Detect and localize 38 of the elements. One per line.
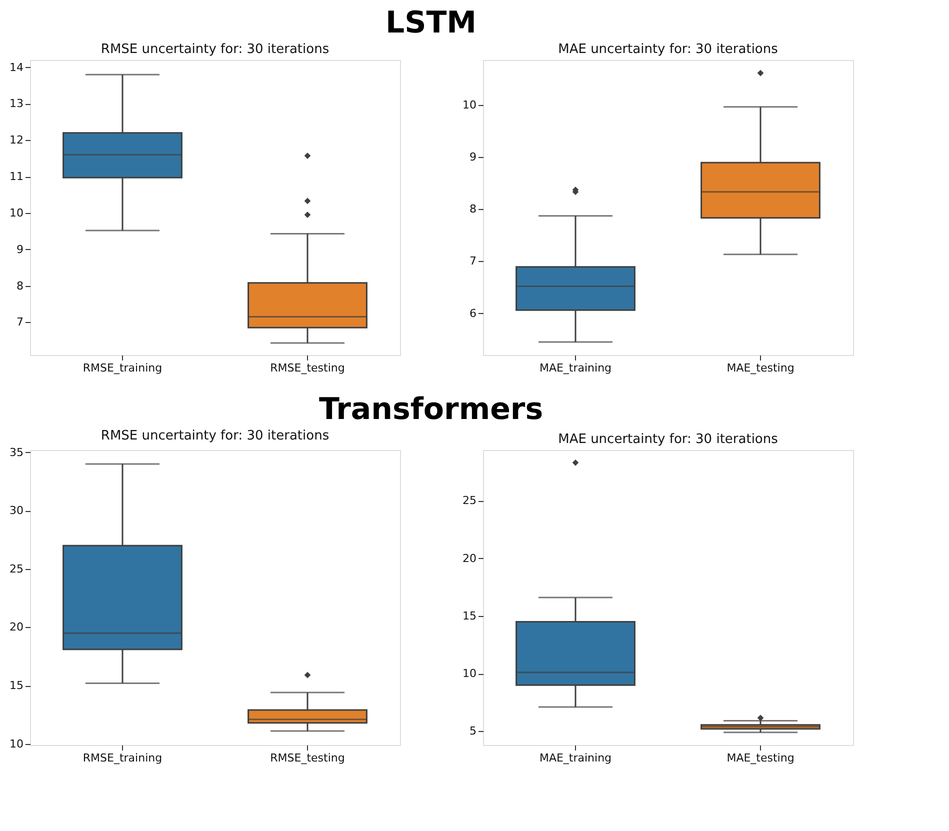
y-tick-label: 12 [10,134,24,147]
y-tick-label: 25 [462,494,476,508]
x-tick-label: MAE_training [539,362,612,374]
y-tick-label: 10 [10,206,24,220]
x-tick-label: RMSE_training [82,752,162,764]
x-tick-label: MAE_training [539,752,612,764]
chart-title: MAE uncertainty for: 30 iterations [558,42,778,57]
chart-title: RMSE uncertainty for: 30 iterations [100,42,330,57]
y-tick-label: 8 [470,202,476,216]
y-tick-label: 10 [462,98,476,112]
chart-title: MAE uncertainty for: 30 iterations [558,432,778,447]
chart-title: RMSE uncertainty for: 30 iterations [100,428,330,444]
y-tick-label: 20 [10,620,24,634]
y-tick-label: 13 [10,97,24,110]
y-tick-label: 15 [462,609,476,622]
y-tick-label: 9 [470,150,476,164]
y-tick-label: 25 [10,562,24,576]
y-tick-label: 7 [470,254,476,268]
y-tick-label: 10 [10,737,24,750]
y-tick-label: 6 [470,306,476,320]
y-tick-label: 11 [10,170,24,184]
text: LSTM [385,6,477,40]
text: Transformers [318,392,544,427]
y-tick-label: 15 [10,679,24,692]
y-tick-label: 7 [16,316,24,329]
y-tick-label: 30 [10,504,24,518]
x-tick-label: RMSE_training [82,362,162,374]
x-tick-label: RMSE_testing [270,752,345,764]
y-tick-label: 14 [10,60,24,74]
x-tick-label: MAE_testing [726,752,794,764]
y-tick-label: 10 [462,667,476,680]
y-tick-label: 5 [470,724,476,738]
x-tick-label: MAE_testing [726,362,794,374]
y-tick-label: 20 [462,552,476,565]
x-tick-label: RMSE_testing [270,362,345,374]
y-tick-label: 9 [16,242,24,256]
y-tick-label: 35 [10,446,24,459]
y-tick-label: 8 [16,279,24,292]
